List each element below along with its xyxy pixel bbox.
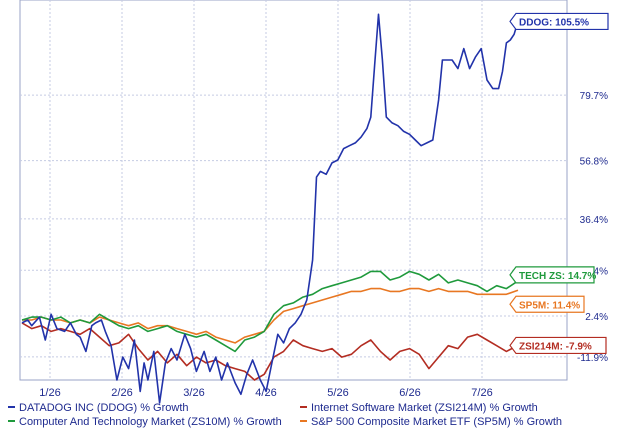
y-tick-label-0: 79.7% (580, 91, 608, 102)
x-tick-label-5: 6/26 (399, 387, 420, 399)
series-lines (21, 13, 519, 404)
end-tag-label-2: TECH ZS: 14.7% (519, 271, 596, 282)
end-tag-box-1 (509, 336, 607, 355)
series-line-3 (22, 287, 519, 344)
x-tick-label-4: 5/26 (327, 387, 348, 399)
legend-label-1: Internet Software Market (ZSI214M) % Gro… (311, 402, 538, 414)
plot-area (19, 0, 568, 381)
end-tag-box-0 (509, 12, 609, 31)
series-line-1 (21, 322, 519, 381)
y-tick-label-5: -11.9% (577, 353, 608, 364)
series-line-2 (21, 270, 519, 353)
end-tag-label-0: DDOG: 105.5% (519, 17, 589, 28)
series-line-0 (21, 13, 519, 404)
x-tick-label-0: 1/26 (39, 387, 60, 399)
end-tag-box-3 (509, 295, 585, 313)
x-axis-ticks: 1/26 2/26 3/26 4/26 5/26 6/26 7/26 (39, 387, 492, 399)
y-axis-ticks: 79.7%56.8%36.4%18.4%2.4%-11.9% (577, 91, 608, 364)
y-tick-label-4: 2.4% (585, 312, 608, 323)
end-tag-label-1: ZSI214M: -7.9% (519, 341, 592, 352)
y-tick-label-1: 56.8% (580, 157, 608, 168)
gridlines (20, 0, 567, 380)
legend-label-0: DATADOG INC (DDOG) % Growth (19, 402, 189, 414)
y-tick-label-2: 36.4% (580, 215, 608, 226)
legend: DATADOG INC (DDOG) % Growth Internet Soft… (8, 402, 562, 428)
end-tag-label-3: SP5M: 11.4% (519, 300, 580, 311)
legend-label-2: Computer And Technology Market (ZS10M) %… (19, 416, 282, 428)
x-tick-label-6: 7/26 (471, 387, 492, 399)
x-tick-label-1: 2/26 (111, 387, 132, 399)
x-tick-label-3: 4/26 (255, 387, 276, 399)
x-tick-label-2: 3/26 (183, 387, 204, 399)
end-value-tags: DDOG: 105.5% TECH ZS: 14.7% SP5M: 11.4% ZSI… (509, 12, 609, 355)
legend-label-3: S&P 500 Composite Market ETF (SP5M) % Gr… (311, 416, 562, 428)
end-tag-box-2 (509, 266, 595, 284)
